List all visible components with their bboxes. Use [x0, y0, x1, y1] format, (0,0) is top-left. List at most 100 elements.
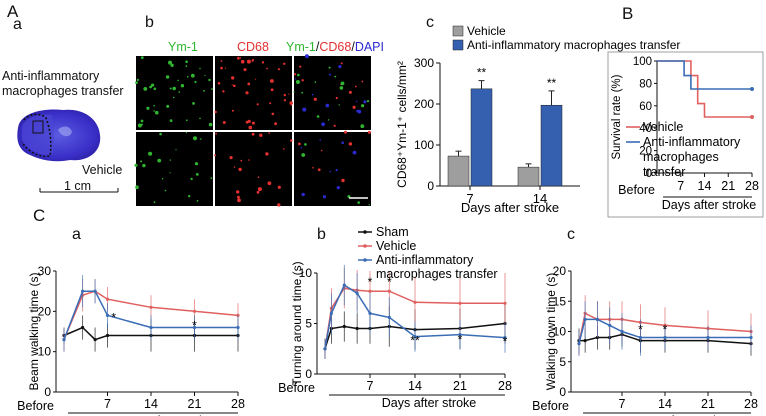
cell-dot: [348, 90, 352, 94]
cell-dot: [265, 152, 269, 156]
x-tick-label: 7: [367, 379, 374, 393]
data-point: [663, 335, 667, 340]
curve-end-point: [750, 115, 754, 119]
cell-dot: [361, 104, 365, 108]
cell-dot: [271, 112, 275, 116]
panel-label-b: b: [145, 14, 154, 31]
data-point: [458, 301, 462, 305]
cell-dot: [314, 81, 317, 83]
y-tick-label: 80: [639, 78, 652, 90]
y-axis-label: Survival rate (%): [611, 74, 623, 159]
cell-dot: [290, 139, 293, 142]
micrograph-grid: [134, 54, 371, 207]
cell-dot: [340, 81, 345, 86]
cell-dot: [215, 132, 217, 135]
legend-label: Vehicle: [467, 24, 506, 38]
data-point: [749, 335, 753, 340]
x-tick-label: Before: [278, 381, 315, 395]
y-tick-label: 5: [559, 355, 566, 369]
cell-dot: [135, 81, 138, 84]
curve-end-point: [750, 87, 754, 91]
cell-dot: [283, 99, 287, 102]
cell-dot: [220, 60, 223, 62]
data-point: [620, 329, 624, 334]
x-tick-label: 7: [466, 191, 473, 206]
cell-dot: [274, 122, 277, 126]
cell-dot: [175, 149, 177, 151]
data-point: [342, 324, 346, 329]
cell-dot: [196, 200, 199, 202]
x-tick-label: 28: [498, 379, 512, 393]
cell-dot: [363, 100, 367, 104]
cell-dot: [313, 97, 317, 101]
cell-dot: [334, 75, 337, 78]
bar: [517, 166, 540, 187]
x-axis-label: Days after stroke: [632, 414, 727, 416]
cell-dot: [214, 154, 217, 157]
cell-dot: [239, 57, 242, 59]
y-tick-label: 40: [639, 123, 652, 135]
y-axis-label: Walking down time (s): [544, 273, 558, 391]
cell-dot: [328, 66, 331, 69]
chart-turning-around: 0 5 10 Before 7 14 21 28 Days after stroke Turnin…: [278, 225, 512, 410]
cell-dot: [168, 60, 172, 65]
cell-dot: [299, 65, 302, 68]
cell-dot: [141, 123, 143, 126]
cell-dot: [267, 181, 272, 186]
x-tick-label: 14: [658, 397, 672, 411]
cell-dot: [208, 122, 213, 127]
cell-dot: [367, 130, 371, 134]
cell-dot: [143, 87, 148, 91]
legend-label: macrophages transfer: [376, 267, 498, 281]
micrograph-tile: [294, 132, 371, 206]
data-point: [368, 311, 372, 315]
cell-dot: [186, 76, 189, 78]
cell-dot: [361, 80, 364, 83]
cell-dot: [190, 73, 195, 78]
cell-dot: [231, 109, 234, 112]
cell-dot: [169, 172, 171, 174]
cell-dot: [169, 119, 173, 122]
brain-left-hemisphere: [22, 114, 54, 156]
cell-dot: [341, 141, 344, 145]
cell-dot: [301, 153, 306, 157]
cell-dot: [245, 120, 249, 124]
chart-beam-walking: 0 10 20 30 Before 7 14 21 28 Days after stroke Bea…: [17, 264, 245, 416]
cell-dot: [185, 65, 188, 67]
cell-dot: [302, 107, 307, 112]
cell-dot: [153, 201, 156, 204]
data-point: [105, 297, 110, 301]
data-point: [387, 289, 391, 293]
cell-dot: [185, 60, 188, 63]
cell-dot: [194, 162, 199, 166]
cell-dot: [161, 178, 164, 180]
cell-dot: [328, 73, 331, 76]
x-tick-label: 21: [721, 179, 735, 193]
data-point: [583, 317, 587, 321]
cell-dot: [277, 68, 280, 71]
y-tick-label: 0: [305, 367, 312, 381]
panel-label-Cb: b: [317, 226, 326, 243]
cell-dot: [277, 185, 281, 189]
data-point: [503, 301, 507, 305]
cell-dot: [266, 67, 268, 70]
y-tick-label: 0: [559, 385, 566, 399]
cell-dot: [352, 105, 356, 109]
aa-scale-label: 1 cm: [64, 179, 92, 193]
cell-dot: [146, 106, 150, 110]
legend-label: transfer: [643, 165, 685, 179]
cell-dot: [153, 87, 157, 91]
cell-dot: [192, 102, 195, 105]
cell-dot: [256, 103, 259, 106]
cell-dot: [177, 79, 179, 82]
legend-marker: [363, 258, 367, 262]
x-axis-label: Days after stroke: [382, 396, 477, 410]
cell-dot: [301, 192, 305, 197]
y-axis-label: Beam walking time (s): [27, 272, 41, 390]
cell-dot: [199, 67, 201, 70]
legend-label: Vehicle: [376, 239, 416, 253]
cell-dot: [257, 187, 262, 192]
cell-dot: [246, 59, 251, 64]
survival-curve: [657, 60, 752, 90]
significance-mark: *: [387, 275, 392, 289]
